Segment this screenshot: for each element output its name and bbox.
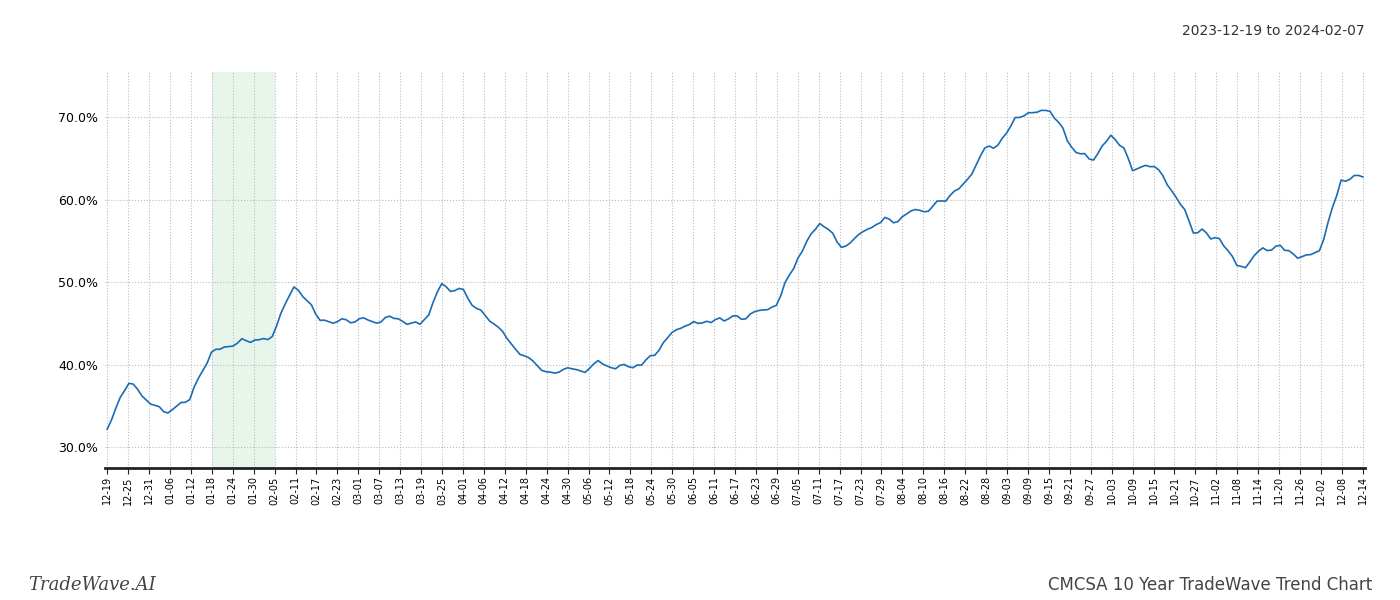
Text: 2023-12-19 to 2024-02-07: 2023-12-19 to 2024-02-07 — [1183, 24, 1365, 38]
Text: TradeWave.AI: TradeWave.AI — [28, 576, 155, 594]
Bar — [211, 72, 274, 468]
Text: CMCSA 10 Year TradeWave Trend Chart: CMCSA 10 Year TradeWave Trend Chart — [1047, 576, 1372, 594]
